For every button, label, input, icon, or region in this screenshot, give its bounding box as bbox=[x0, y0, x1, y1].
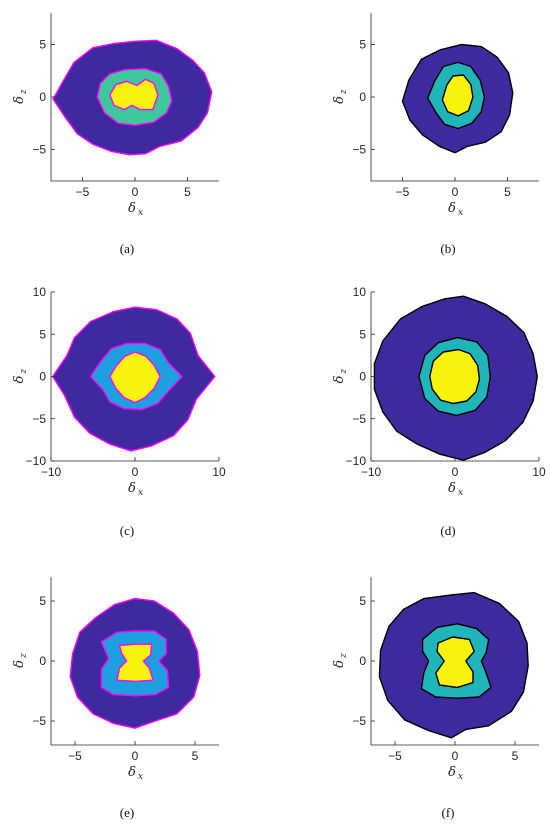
y-axis-label-sub: z bbox=[19, 89, 29, 95]
y-tick-label: 0 bbox=[359, 370, 366, 384]
contour-inner-a bbox=[109, 78, 159, 111]
y-axis-label: δ bbox=[12, 660, 27, 668]
y-axis-label-sub: z bbox=[19, 653, 29, 659]
y-axis-label-sub: z bbox=[339, 369, 349, 375]
x-tick-label: 5 bbox=[504, 185, 511, 199]
x-tick-label: −10 bbox=[41, 465, 62, 479]
contour-inner-d bbox=[429, 348, 481, 405]
caption-c: (c) bbox=[119, 523, 135, 538]
x-axis-label-sub: x bbox=[458, 488, 463, 498]
x-tick-label: 10 bbox=[212, 465, 226, 479]
caption-b: (b) bbox=[440, 241, 456, 256]
x-tick-label: −5 bbox=[396, 185, 410, 199]
y-tick-label: −5 bbox=[32, 714, 46, 728]
y-tick-label: −10 bbox=[26, 454, 47, 468]
y-axis-label: δ bbox=[12, 96, 27, 104]
y-tick-label: 0 bbox=[359, 90, 366, 104]
y-axis-label-sub: z bbox=[19, 369, 29, 375]
x-tick-label: 0 bbox=[452, 465, 459, 479]
y-axis-label-group: δz bbox=[332, 89, 349, 104]
contour-inner-c bbox=[109, 351, 161, 404]
y-axis-label: δ bbox=[332, 96, 347, 104]
x-axis-label: δ bbox=[448, 481, 456, 496]
x-tick-label: 0 bbox=[132, 749, 139, 763]
x-tick-label: 0 bbox=[452, 185, 459, 199]
x-tick-label: 0 bbox=[452, 749, 459, 763]
y-tick-label: 5 bbox=[39, 594, 46, 608]
x-axis-label-sub: x bbox=[138, 772, 143, 782]
y-axis-label: δ bbox=[332, 375, 347, 383]
x-tick-label: −5 bbox=[68, 749, 82, 763]
x-axis-label-sub: x bbox=[458, 208, 463, 218]
y-tick-label: 5 bbox=[359, 327, 366, 341]
y-tick-label: 0 bbox=[39, 370, 46, 384]
y-axis-label: δ bbox=[12, 375, 27, 383]
contour-inner-e bbox=[116, 643, 154, 683]
caption-f: (f) bbox=[441, 805, 455, 820]
y-axis-label-group: δz bbox=[332, 653, 349, 668]
x-axis-label: δ bbox=[128, 765, 136, 780]
caption-e: (e) bbox=[119, 805, 135, 820]
y-axis-label-sub: z bbox=[339, 89, 349, 95]
y-axis-label-sub: z bbox=[339, 653, 349, 659]
x-axis-label-sub: x bbox=[138, 488, 143, 498]
x-axis-label: δ bbox=[448, 765, 456, 780]
x-axis-label-sub: x bbox=[458, 772, 463, 782]
y-tick-label: −10 bbox=[346, 454, 367, 468]
y-tick-label: −5 bbox=[32, 412, 46, 426]
contour-inner-f bbox=[435, 636, 475, 689]
x-tick-label: −5 bbox=[388, 749, 402, 763]
y-axis-label-group: δz bbox=[12, 653, 29, 668]
x-tick-label: 5 bbox=[192, 749, 199, 763]
y-tick-label: 0 bbox=[359, 654, 366, 668]
y-tick-label: 10 bbox=[353, 285, 367, 299]
caption-a: (a) bbox=[119, 241, 135, 256]
x-axis-label-sub: x bbox=[138, 208, 143, 218]
y-axis-label-group: δz bbox=[12, 89, 29, 104]
y-tick-label: 0 bbox=[39, 90, 46, 104]
x-tick-label: −5 bbox=[76, 185, 90, 199]
y-tick-label: 5 bbox=[359, 38, 366, 52]
x-axis-label: δ bbox=[448, 201, 456, 216]
y-tick-label: −5 bbox=[352, 412, 366, 426]
y-tick-label: 0 bbox=[39, 654, 46, 668]
x-tick-label: 5 bbox=[184, 185, 191, 199]
y-axis-label-group: δz bbox=[12, 369, 29, 384]
y-tick-label: −5 bbox=[32, 143, 46, 157]
x-axis-label: δ bbox=[128, 481, 136, 496]
caption-d: (d) bbox=[440, 523, 456, 538]
y-tick-label: −5 bbox=[352, 143, 366, 157]
x-tick-label: −10 bbox=[361, 465, 382, 479]
x-tick-label: 10 bbox=[532, 465, 546, 479]
y-tick-label: 10 bbox=[33, 285, 47, 299]
x-axis-label: δ bbox=[128, 201, 136, 216]
y-axis-label: δ bbox=[332, 660, 347, 668]
y-tick-label: 5 bbox=[359, 594, 366, 608]
x-tick-label: 0 bbox=[132, 465, 139, 479]
contour-inner-b bbox=[441, 74, 474, 117]
y-tick-label: 5 bbox=[39, 38, 46, 52]
x-tick-label: 0 bbox=[132, 185, 139, 199]
y-tick-label: −5 bbox=[352, 714, 366, 728]
x-tick-label: 5 bbox=[512, 749, 519, 763]
y-axis-label-group: δz bbox=[332, 369, 349, 384]
y-tick-label: 5 bbox=[39, 327, 46, 341]
